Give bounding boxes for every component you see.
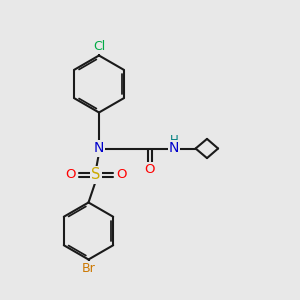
Text: Cl: Cl — [93, 40, 105, 53]
Text: H: H — [170, 134, 179, 147]
Text: S: S — [91, 167, 101, 182]
Text: O: O — [65, 168, 76, 182]
Text: O: O — [116, 168, 127, 182]
Text: N: N — [169, 142, 179, 155]
Text: O: O — [145, 163, 155, 176]
Text: N: N — [94, 142, 104, 155]
Text: Br: Br — [82, 262, 95, 275]
